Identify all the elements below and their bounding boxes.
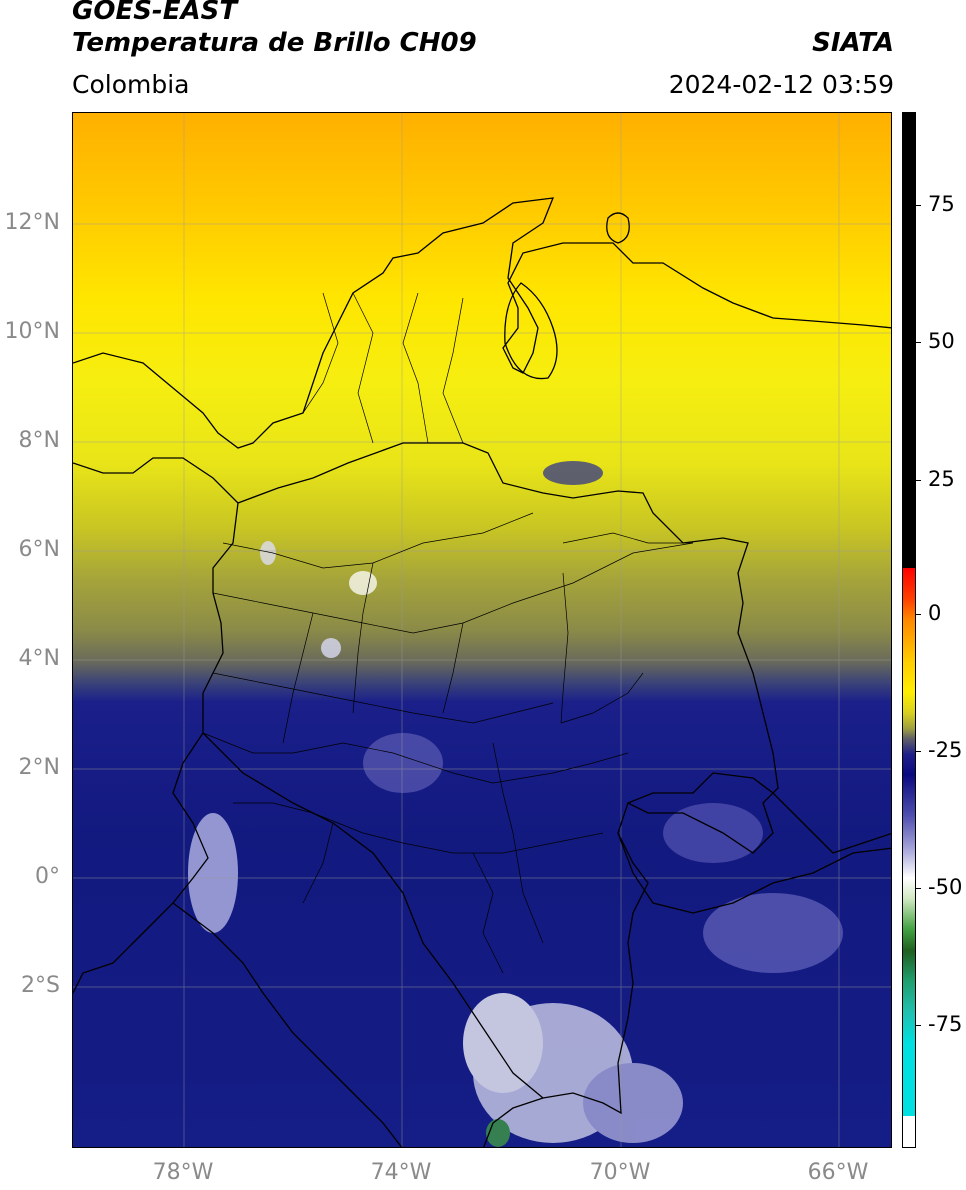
colorbar-label-neg50: -50 — [928, 875, 963, 899]
lat-label-2n: 2°N — [18, 755, 60, 780]
lat-label-4n: 4°N — [18, 646, 60, 671]
temperature-colorbar — [902, 112, 916, 1148]
cloud-patches — [188, 461, 843, 1147]
lat-label-2s: 2°S — [21, 973, 60, 998]
colorbar-tick — [916, 614, 921, 615]
map-overlay — [73, 113, 891, 1147]
lat-label-0: 0° — [35, 864, 60, 889]
colorbar-tick — [916, 751, 921, 752]
colorbar-label-0: 0 — [928, 601, 942, 625]
colorbar-label-50: 50 — [928, 329, 955, 353]
lon-label-70w: 70°W — [589, 1160, 651, 1185]
colorbar-label-neg75: -75 — [928, 1012, 963, 1036]
agency-label: SIATA — [812, 28, 894, 58]
lon-label-74w: 74°W — [370, 1160, 432, 1185]
colorbar-label-25: 25 — [928, 467, 955, 491]
lat-label-10n: 10°N — [4, 319, 60, 344]
department-borders — [202, 292, 694, 974]
lat-label-6n: 6°N — [18, 537, 60, 562]
timestamp-label: 2024-02-12 03:59 — [668, 70, 894, 99]
colorbar-tick — [916, 1025, 921, 1026]
map-gridlines — [73, 113, 891, 1147]
colorbar-tick — [916, 205, 921, 206]
colorbar-tick — [916, 888, 921, 889]
map-title-line1: GOES-EAST — [72, 0, 238, 26]
colorbar-tick — [916, 480, 921, 481]
lon-label-78w: 78°W — [152, 1160, 214, 1185]
country-borders — [73, 197, 891, 1147]
lon-label-66w: 66°W — [807, 1160, 869, 1185]
lat-label-12n: 12°N — [4, 210, 60, 235]
lat-label-8n: 8°N — [18, 428, 60, 453]
colorbar-tick — [916, 342, 921, 343]
map-title-line2: Temperatura de Brillo CH09 — [72, 28, 477, 58]
satellite-map — [72, 112, 892, 1148]
colorbar-label-75: 75 — [928, 192, 955, 216]
region-label: Colombia — [72, 70, 190, 99]
colorbar-label-neg25: -25 — [928, 738, 963, 762]
